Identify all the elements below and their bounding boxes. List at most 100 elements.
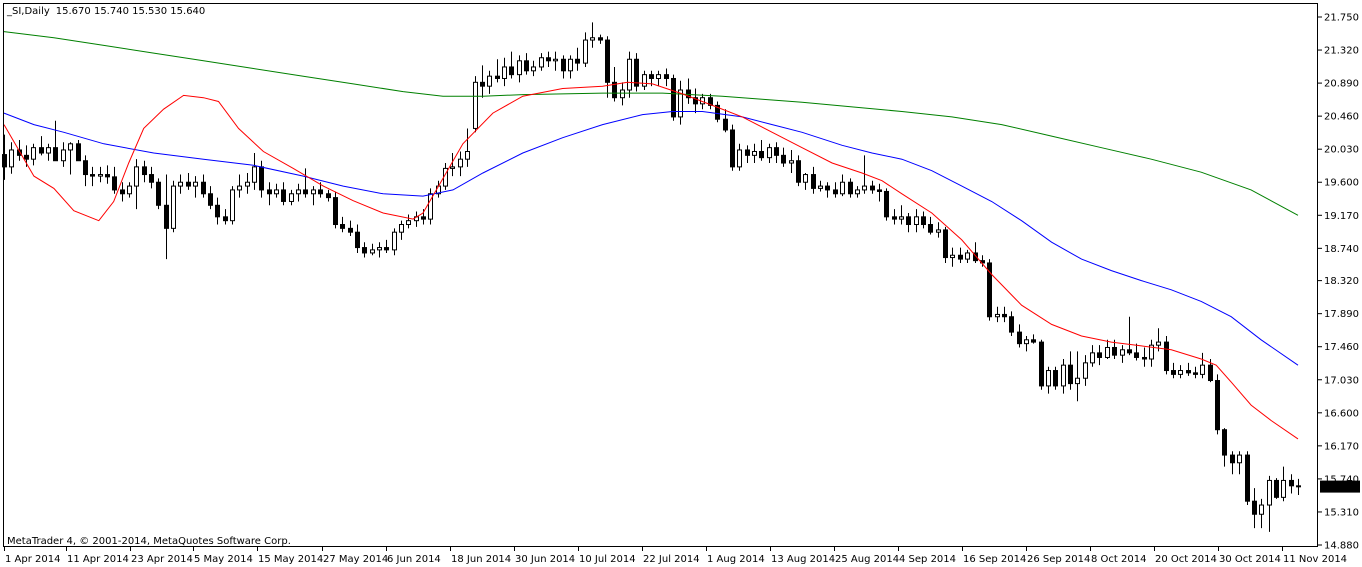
candle-body-down: [281, 189, 286, 202]
candle-body-up: [590, 37, 595, 41]
candle-body-down: [987, 262, 992, 318]
x-tick-label: 30 Jun 2014: [515, 554, 575, 565]
candle-92: [678, 80, 683, 125]
candle-115: [848, 178, 853, 198]
candle-166: [1222, 428, 1227, 467]
candle-127: [936, 222, 941, 238]
candle-66: [487, 70, 492, 94]
candle-18: [134, 159, 139, 210]
candle-98: [723, 109, 728, 133]
candle-body-up: [1024, 339, 1029, 345]
candle-body-down: [480, 81, 485, 87]
moving-average-slow: [3, 31, 1299, 216]
candle-160: [1178, 365, 1183, 379]
candle-27: [201, 174, 206, 198]
candle-137: [1009, 311, 1014, 336]
candle-body-down: [1002, 313, 1007, 318]
candle-body-down: [811, 174, 816, 189]
y-tick-label: 14.880: [1324, 541, 1359, 552]
candle-106: [781, 147, 786, 167]
candle-body-up: [950, 254, 955, 259]
candle-78: [575, 47, 580, 71]
candle-body-up: [230, 189, 235, 222]
candle-body-down: [833, 189, 838, 195]
candle-body-up: [995, 313, 1000, 318]
candle-100: [737, 143, 742, 171]
candle-47: [348, 220, 353, 237]
x-tick-label: 25 Aug 2014: [835, 554, 899, 565]
candle-108: [796, 155, 801, 187]
candle-64: [473, 76, 478, 133]
candle-body-down: [906, 216, 911, 226]
candle-body-up: [274, 189, 279, 195]
candle-body-down: [1208, 364, 1213, 382]
y-tick-label: 19.170: [1324, 211, 1359, 222]
candle-body-down: [884, 190, 889, 218]
candle-149: [1097, 345, 1102, 366]
candle-body-down: [1039, 341, 1044, 387]
candle-body-down: [1009, 316, 1014, 333]
candle-46: [340, 216, 345, 233]
candle-130: [958, 247, 963, 263]
candle-173: [1274, 478, 1279, 499]
candle-49: [362, 242, 367, 258]
candle-13: [98, 166, 103, 183]
candle-body-up: [377, 247, 382, 251]
symbol-label: _SI,Daily: [6, 6, 50, 17]
candle-body-up: [855, 189, 860, 195]
candle-8: [61, 142, 66, 167]
candle-67: [495, 59, 500, 83]
y-tick-label: 18.320: [1324, 276, 1359, 287]
candle-71: [524, 53, 529, 75]
candle-91: [671, 74, 676, 121]
candle-body-up: [127, 185, 132, 195]
candle-62: [458, 151, 463, 177]
candle-170: [1252, 488, 1257, 529]
ohlc-label: 15.670 15.740 15.530 15.640: [56, 6, 206, 17]
candle-50: [370, 243, 375, 256]
candle-body-down: [649, 74, 654, 79]
candle-body-up: [965, 252, 970, 260]
candle-body-up: [1281, 479, 1286, 498]
candle-body-up: [1237, 454, 1242, 464]
candle-body-down: [664, 74, 669, 79]
candle-body-up: [252, 166, 257, 183]
x-tick-label: 8 Oct 2014: [1091, 554, 1146, 565]
time-axis: 1 Apr 2014 11 Apr 2014 23 Apr 2014 5 May 20…: [4, 546, 1347, 565]
candle-body-up: [245, 181, 250, 187]
candle-112: [825, 182, 830, 198]
candle-body-down: [546, 57, 551, 62]
candle-147: [1083, 355, 1088, 386]
candle-body-down: [164, 204, 169, 229]
candle-48: [355, 224, 360, 253]
candle-body-down: [1245, 454, 1250, 502]
candle-body-down: [267, 189, 272, 195]
candle-body-up: [68, 143, 73, 151]
candle-107: [789, 149, 794, 174]
candle-171: [1259, 498, 1264, 529]
candle-55: [406, 214, 411, 229]
candle-144: [1061, 359, 1066, 394]
candle-body-down: [524, 60, 529, 72]
candle-body-down: [17, 149, 22, 156]
y-tick-label: 20.460: [1324, 112, 1359, 123]
candle-body-down: [612, 81, 617, 99]
last-price-label: 15.640: [1320, 480, 1360, 494]
candle-body-up: [450, 166, 455, 169]
candle-19: [142, 160, 147, 183]
candle-body-down: [921, 216, 926, 226]
candle-168: [1237, 451, 1242, 475]
candle-87: [642, 70, 647, 91]
candle-153: [1127, 316, 1132, 356]
candle-body-up: [620, 89, 625, 99]
candle-37: [274, 183, 279, 198]
candle-body-down: [796, 160, 801, 183]
candle-body-up: [642, 74, 647, 87]
candle-38: [281, 182, 286, 206]
candle-141: [1039, 339, 1044, 390]
candle-body-down: [348, 227, 353, 233]
candle-body-down: [892, 216, 897, 220]
candle-4: [31, 143, 36, 166]
candle-77: [568, 55, 573, 79]
